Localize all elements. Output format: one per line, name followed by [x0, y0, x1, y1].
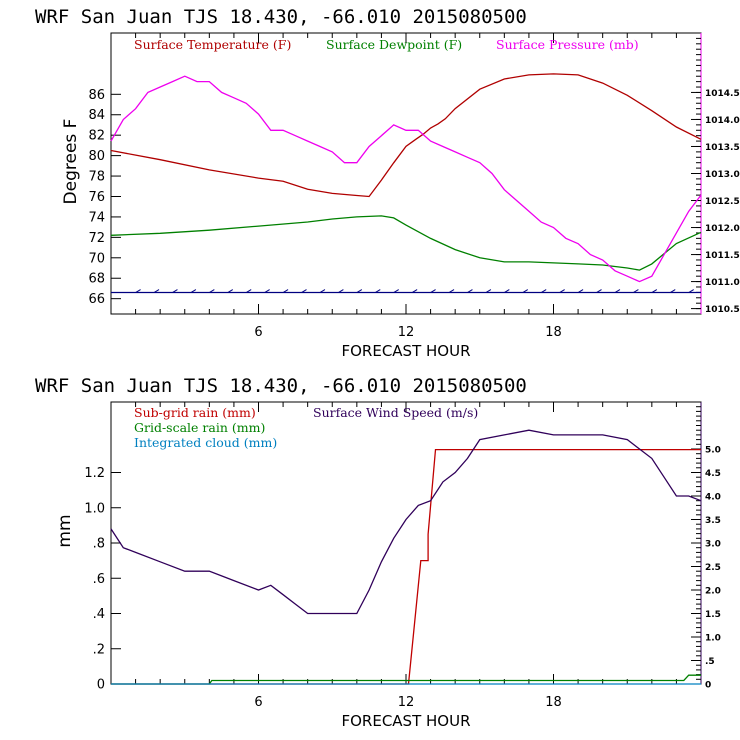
y2-tick-label: 1014.5	[705, 89, 740, 99]
legend-entry: Surface Dewpoint (F)	[326, 37, 462, 52]
series-line-0	[110, 73, 702, 198]
wind-barb	[485, 289, 492, 293]
wind-barb	[356, 289, 363, 293]
series-line-2	[110, 75, 702, 283]
y-tick-label: 84	[88, 108, 105, 123]
wind-barb	[135, 289, 141, 293]
wind-barb	[559, 289, 565, 293]
y-tick-label: 68	[88, 272, 105, 287]
wind-barb	[614, 289, 621, 293]
y2-tick-label: 1.0	[705, 634, 721, 644]
series-line-1	[110, 429, 702, 615]
y-tick-label: 1.2	[84, 466, 105, 481]
legend-entry: Surface Temperature (F)	[134, 37, 291, 52]
x-tick-label: 6	[254, 695, 262, 710]
y2-tick-label: 3.0	[705, 540, 721, 550]
y-tick-label: 1.0	[84, 501, 105, 516]
wind-barb	[430, 289, 436, 293]
chart-title: WRF San Juan TJS 18.430, -66.010 2015080…	[35, 6, 527, 28]
y-tick-label: 80	[88, 149, 105, 164]
x-axis-label: FORECAST HOUR	[341, 342, 470, 360]
y-axis-label: Degrees F	[61, 119, 81, 205]
wind-barb	[282, 289, 289, 293]
legend-entry: Integrated cloud (mm)	[134, 435, 277, 450]
y2-tick-label: 1014.0	[705, 116, 740, 126]
y-tick-label: .6	[93, 572, 105, 587]
legend-entry: Surface Pressure (mb)	[496, 37, 639, 52]
y2-tick-label: 0	[705, 681, 711, 691]
wind-barb	[153, 289, 160, 293]
x-tick-label: 12	[398, 325, 415, 340]
legend-entry: Surface Wind Speed (m/s)	[313, 405, 478, 420]
legend-entry: Sub-grid rain (mm)	[134, 405, 256, 420]
wind-barb	[190, 289, 197, 293]
x-tick-label: 12	[398, 695, 415, 710]
y-tick-label: 86	[88, 88, 105, 103]
y2-tick-label: 2.0	[705, 587, 721, 597]
wind-barb	[522, 289, 529, 293]
plot-frame	[110, 32, 702, 315]
series-line-0	[111, 448, 701, 685]
y2-tick-label: 3.5	[705, 516, 721, 526]
y2-tick-label: 2.5	[705, 563, 721, 573]
wind-barb	[411, 289, 418, 293]
y-tick-label: 78	[88, 170, 105, 185]
wind-barb	[577, 289, 584, 293]
wind-barb	[467, 289, 473, 293]
x-tick-label: 18	[545, 325, 562, 340]
wind-barb	[209, 289, 215, 293]
y-tick-label: 72	[88, 231, 105, 246]
y-tick-label: .2	[93, 642, 105, 657]
wind-barb	[319, 289, 326, 293]
y-tick-label: 76	[88, 190, 105, 205]
y-tick-label: 0	[97, 678, 105, 693]
wind-barb	[688, 289, 694, 293]
y2-tick-label: 1013.5	[705, 143, 740, 153]
wind-barb	[504, 289, 510, 293]
wind-barb	[338, 289, 344, 293]
x-tick-label: 6	[254, 325, 262, 340]
wind-barb	[301, 289, 307, 293]
y-tick-label: 74	[88, 210, 105, 225]
y2-tick-label: 1.5	[705, 610, 721, 620]
y2-tick-label: .5	[705, 657, 715, 667]
y2-tick-label: 1012.5	[705, 197, 740, 207]
y2-tick-label: 1011.0	[705, 278, 740, 288]
y2-tick-label: 1013.0	[705, 170, 740, 180]
y2-tick-label: 4.5	[705, 469, 721, 479]
wind-barb	[375, 289, 381, 293]
wind-barb	[540, 289, 547, 293]
y2-tick-label: 1011.5	[705, 251, 740, 261]
y-tick-label: 66	[88, 292, 105, 307]
y2-tick-label: 4.0	[705, 493, 721, 503]
x-tick-label: 18	[545, 695, 562, 710]
wind-barb	[172, 289, 178, 293]
y-axis-label: mm	[55, 514, 75, 547]
y2-tick-label: 1010.5	[705, 305, 740, 315]
wind-barb	[393, 289, 399, 293]
x-axis-label: FORECAST HOUR	[341, 712, 470, 730]
y-tick-label: 82	[88, 129, 105, 144]
legend-entry: Grid-scale rain (mm)	[134, 420, 265, 435]
wind-barb	[633, 289, 639, 293]
wind-barb	[596, 289, 602, 293]
chart-title: WRF San Juan TJS 18.430, -66.010 2015080…	[35, 375, 527, 397]
y-tick-label: .4	[93, 607, 105, 622]
y-tick-label: .8	[93, 537, 105, 552]
wind-barb	[227, 289, 234, 293]
wind-barb	[651, 289, 658, 293]
wind-barb	[245, 289, 252, 293]
y2-tick-label: 5.0	[705, 446, 721, 456]
wind-barb	[448, 289, 455, 293]
y2-tick-label: 1012.0	[705, 224, 740, 234]
wind-barb	[670, 289, 676, 293]
y-tick-label: 70	[88, 251, 105, 266]
series-line-1	[110, 215, 702, 271]
wind-barb	[264, 289, 270, 293]
